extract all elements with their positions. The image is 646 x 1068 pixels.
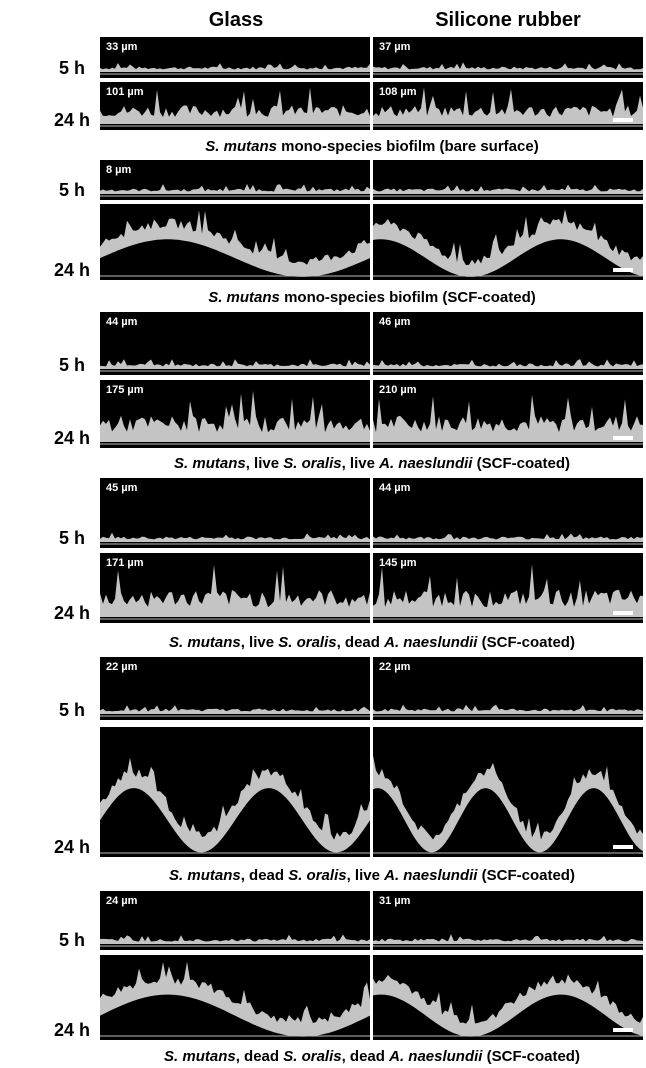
biofilm <box>373 394 643 442</box>
biofilm <box>100 565 370 617</box>
caption-part: S. mutans <box>205 138 277 155</box>
row-label: 5 h <box>59 180 85 200</box>
caption-part: mono-species biofilm (SCF-coated) <box>280 289 536 306</box>
caption: S. mutans mono-species biofilm (bare sur… <box>205 138 538 155</box>
row-label: 5 h <box>59 930 85 950</box>
caption-part: S. mutans <box>164 1048 236 1065</box>
row-label: 24 h <box>54 260 90 280</box>
depth-label: 46 µm <box>379 316 411 328</box>
biofilm <box>373 934 643 944</box>
caption: S. mutans, dead S. oralis, live A. naesl… <box>169 867 575 884</box>
biofilm <box>100 705 370 714</box>
depth-label: 24 µm <box>106 895 138 907</box>
caption: S. mutans, live S. oralis, dead A. naesl… <box>169 634 575 651</box>
row-label: 5 h <box>59 355 85 375</box>
biofilm <box>100 359 370 369</box>
caption-part: , live <box>342 455 380 472</box>
caption-part: , dead <box>337 634 385 651</box>
biofilm <box>100 210 370 277</box>
scale-bar <box>613 268 633 272</box>
depth-label: 175 µm <box>106 384 144 396</box>
caption-part: mono-species biofilm (bare surface) <box>277 138 539 155</box>
caption-part: , dead <box>342 1048 390 1065</box>
caption: S. mutans, live S. oralis, live A. naesl… <box>174 455 570 472</box>
caption-part: (SCF-coated) <box>477 867 575 884</box>
depth-label: 44 µm <box>379 482 411 494</box>
row-label: 24 h <box>54 1020 90 1040</box>
biofilm <box>100 961 370 1037</box>
depth-label: 45 µm <box>106 482 138 494</box>
scale-bar <box>613 611 633 615</box>
biofilm <box>373 62 643 72</box>
row-label: 24 h <box>54 837 90 857</box>
biofilm <box>100 390 370 442</box>
caption-part: A. naeslundii <box>383 634 478 651</box>
row-label: 5 h <box>59 58 85 78</box>
caption-part: S. mutans <box>208 289 280 306</box>
caption-part: A. naeslundii <box>383 867 478 884</box>
biofilm <box>100 184 370 194</box>
caption-part: S. mutans <box>169 867 241 884</box>
image-panel <box>100 478 370 548</box>
biofilm <box>373 533 643 542</box>
caption-part: , live <box>347 867 385 884</box>
caption-part: (SCF-coated) <box>477 634 575 651</box>
caption-part: S. oralis <box>288 867 346 884</box>
depth-label: 31 µm <box>379 895 411 907</box>
row-label: 24 h <box>54 428 90 448</box>
depth-label: 145 µm <box>379 557 417 569</box>
biofilm <box>373 564 643 617</box>
biofilm <box>100 934 370 944</box>
image-panel <box>373 891 643 950</box>
caption-part: , live <box>246 455 284 472</box>
caption-part: , dead <box>236 1048 284 1065</box>
caption-part: S. oralis <box>278 634 336 651</box>
caption: S. mutans mono-species biofilm (SCF-coat… <box>208 289 536 306</box>
depth-label: 171 µm <box>106 557 144 569</box>
depth-label: 101 µm <box>106 86 144 98</box>
biofilm <box>373 184 643 194</box>
biofilm <box>373 974 643 1037</box>
caption-part: , dead <box>241 867 289 884</box>
column-header: Silicone rubber <box>435 9 581 31</box>
scale-bar <box>613 436 633 440</box>
depth-label: 210 µm <box>379 384 417 396</box>
image-panel <box>373 478 643 548</box>
caption-part: (SCF-coated) <box>472 455 570 472</box>
biofilm <box>373 704 643 714</box>
caption-part: S. mutans <box>169 634 241 651</box>
biofilm <box>373 359 643 369</box>
depth-label: 44 µm <box>106 316 138 328</box>
biofilm <box>373 87 643 124</box>
caption: S. mutans, dead S. oralis, dead A. naesl… <box>164 1048 580 1065</box>
caption-part: , live <box>241 634 279 651</box>
row-label: 24 h <box>54 110 90 130</box>
depth-label: 22 µm <box>379 661 411 673</box>
scale-bar <box>613 845 633 849</box>
scale-bar <box>613 1028 633 1032</box>
biofilm <box>373 755 643 853</box>
scale-bar <box>613 118 633 122</box>
depth-label: 33 µm <box>106 41 138 53</box>
row-label: 5 h <box>59 528 85 548</box>
row-label: 5 h <box>59 700 85 720</box>
caption-part: (SCF-coated) <box>482 1048 580 1065</box>
biofilm <box>373 209 643 277</box>
biofilm <box>100 532 370 542</box>
caption-part: S. oralis <box>283 455 341 472</box>
biofilm <box>100 87 370 124</box>
row-label: 24 h <box>54 603 90 623</box>
biofilm <box>100 757 370 853</box>
caption-part: S. mutans <box>174 455 246 472</box>
caption-part: S. oralis <box>283 1048 341 1065</box>
depth-label: 22 µm <box>106 661 138 673</box>
column-header: Glass <box>209 9 263 31</box>
depth-label: 37 µm <box>379 41 411 53</box>
depth-label: 8 µm <box>106 164 132 176</box>
caption-part: A. naeslundii <box>378 455 473 472</box>
depth-label: 108 µm <box>379 86 417 98</box>
caption-part: A. naeslundii <box>388 1048 483 1065</box>
biofilm <box>100 63 370 72</box>
